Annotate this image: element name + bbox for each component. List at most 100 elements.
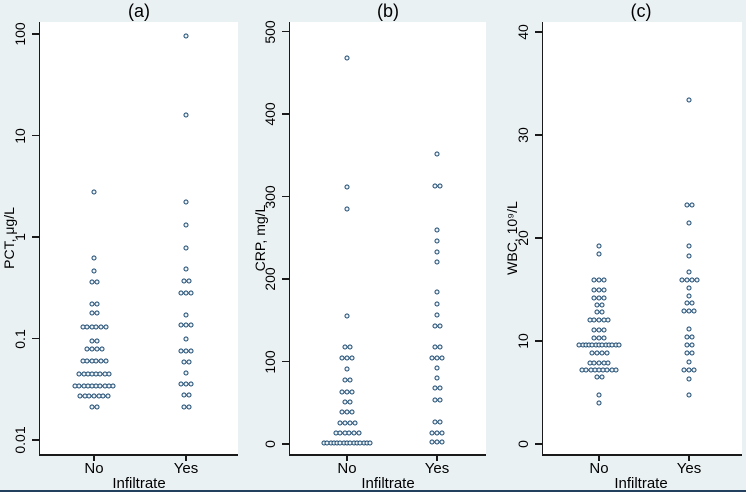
data-point <box>686 367 692 373</box>
data-point <box>183 245 189 251</box>
data-point <box>91 255 97 261</box>
data-point <box>601 335 607 341</box>
data-point <box>80 324 85 330</box>
data-point <box>594 350 599 356</box>
y-tick <box>535 31 542 33</box>
x-tick-label-no: No <box>589 460 609 477</box>
data-point <box>589 350 594 356</box>
x-tick-label-no: No <box>337 460 357 477</box>
data-point <box>596 335 602 341</box>
data-point <box>689 202 694 208</box>
data-point <box>344 389 350 395</box>
data-point <box>434 312 440 318</box>
y-axis-line <box>541 22 543 456</box>
data-point <box>183 312 189 318</box>
y-tick-label: 0.1 <box>12 328 28 349</box>
data-point <box>349 389 355 395</box>
y-tick-label: 200 <box>262 267 278 291</box>
data-point <box>86 393 92 399</box>
data-point <box>93 358 99 364</box>
data-point <box>596 277 602 283</box>
data-point <box>178 381 184 387</box>
x-axis-title: Infiltrate <box>361 475 415 492</box>
data-point <box>352 420 357 426</box>
x-tick-label-yes: Yes <box>676 460 702 477</box>
data-point <box>599 374 604 380</box>
data-point <box>596 287 602 292</box>
data-point <box>686 293 692 299</box>
data-point <box>429 439 435 445</box>
data-point <box>183 322 189 328</box>
data-point <box>439 430 445 436</box>
y-tick <box>535 443 542 445</box>
data-point <box>91 393 97 399</box>
data-point <box>434 151 440 157</box>
data-point <box>596 317 602 323</box>
data-point <box>599 350 604 356</box>
data-point <box>186 359 191 365</box>
data-point <box>344 206 350 212</box>
x-tick-label-yes: Yes <box>173 460 199 477</box>
data-point <box>432 397 437 403</box>
x-axis-title: Infiltrate <box>112 475 166 492</box>
data-point <box>439 439 445 445</box>
data-point <box>84 346 89 352</box>
data-point <box>349 355 355 361</box>
data-point <box>591 327 597 333</box>
data-point <box>183 33 189 39</box>
y-tick <box>32 337 39 340</box>
data-point <box>429 355 435 361</box>
data-point <box>89 310 94 316</box>
data-point <box>596 327 602 333</box>
data-point <box>591 277 597 283</box>
data-point <box>84 324 90 330</box>
data-point <box>613 367 619 373</box>
data-point <box>434 227 440 233</box>
y-tick-label: 400 <box>262 102 278 126</box>
data-point <box>596 295 602 301</box>
x-axis-line <box>38 454 238 456</box>
y-tick-label: 10 <box>12 127 28 144</box>
data-point <box>77 393 83 399</box>
data-point <box>686 308 692 314</box>
data-point <box>333 430 338 436</box>
data-point <box>437 183 442 189</box>
data-point <box>183 381 189 387</box>
y-axis-line <box>288 22 290 456</box>
plot-area <box>40 22 238 454</box>
data-point <box>434 289 440 295</box>
data-point <box>105 393 111 399</box>
x-axis-title: Infiltrate <box>614 475 668 492</box>
y-tick <box>282 195 289 198</box>
data-point <box>601 327 607 333</box>
figure-bottom-border <box>0 490 746 492</box>
data-point <box>344 355 350 361</box>
data-point <box>434 355 440 361</box>
data-point <box>183 199 189 205</box>
data-point <box>616 342 622 348</box>
data-point <box>686 326 692 332</box>
y-tick-label: 500 <box>262 19 278 44</box>
data-point <box>178 348 184 354</box>
data-point <box>186 404 191 410</box>
data-point <box>89 279 94 285</box>
panel-title: (b) <box>377 1 399 21</box>
data-point <box>596 251 602 257</box>
data-point <box>337 430 343 436</box>
data-point <box>342 399 347 405</box>
data-point <box>434 249 440 255</box>
y-tick-label: 40 <box>515 24 531 40</box>
data-point <box>432 183 437 189</box>
data-point <box>681 367 687 373</box>
data-point <box>342 430 348 436</box>
data-point <box>591 317 597 323</box>
y-tick-label: 10 <box>515 333 531 349</box>
x-tick-label-no: No <box>84 460 104 477</box>
data-point <box>689 342 694 348</box>
data-point <box>91 268 97 274</box>
x-tick <box>185 455 187 461</box>
data-point <box>437 385 442 391</box>
y-tick-label: 20 <box>515 230 531 246</box>
data-point <box>188 290 194 296</box>
